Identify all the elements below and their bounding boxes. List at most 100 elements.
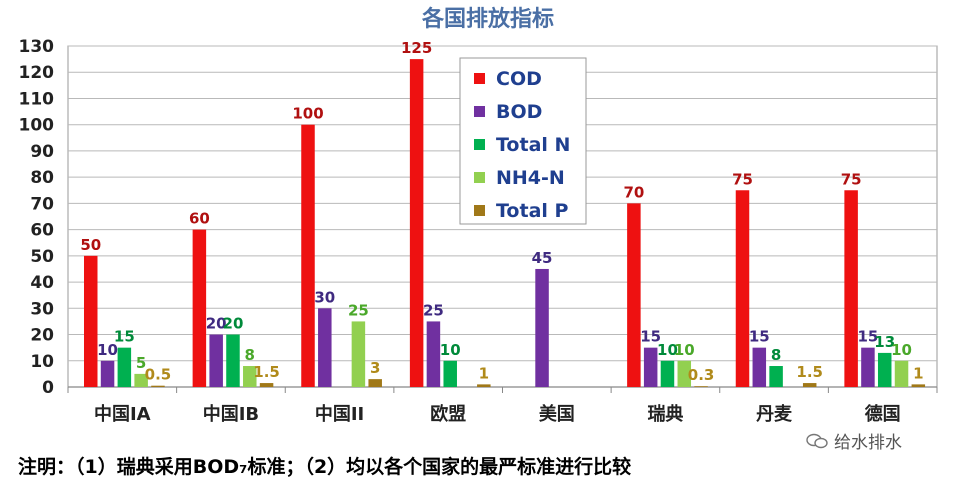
bar-total-p bbox=[477, 384, 491, 387]
bar-total-n bbox=[660, 360, 675, 387]
bar-total-p bbox=[694, 386, 708, 387]
bar-bod bbox=[861, 347, 875, 387]
data-label: 0.5 bbox=[145, 366, 172, 384]
data-label: 8 bbox=[771, 346, 781, 364]
bar-total-n bbox=[226, 334, 240, 387]
bar-total-p bbox=[151, 385, 165, 387]
data-label: 10 bbox=[657, 341, 678, 359]
data-label: 13 bbox=[874, 333, 895, 351]
bar-cod bbox=[735, 190, 750, 387]
bar-bod bbox=[643, 347, 658, 387]
legend-swatch bbox=[474, 106, 485, 117]
watermark-text: 给水排水 bbox=[834, 433, 902, 453]
x-tick-label: 中国IA bbox=[94, 403, 151, 425]
y-tick-label: 20 bbox=[30, 326, 54, 346]
bar-bod bbox=[426, 321, 441, 387]
bar-total-n bbox=[443, 360, 457, 387]
data-label: 15 bbox=[749, 328, 770, 346]
y-tick-label: 50 bbox=[30, 247, 54, 267]
data-label: 60 bbox=[189, 210, 210, 228]
bar-bod bbox=[535, 268, 549, 387]
y-tick-label: 120 bbox=[19, 63, 55, 83]
legend-swatch bbox=[474, 172, 485, 183]
bar-total-n bbox=[117, 347, 132, 387]
bar-total-n bbox=[877, 352, 892, 387]
bar-cod bbox=[627, 203, 641, 387]
data-label: 1 bbox=[479, 364, 489, 382]
data-label: 0.3 bbox=[688, 366, 715, 384]
bar-nh4-n bbox=[894, 360, 909, 387]
data-label: 1.5 bbox=[796, 363, 823, 381]
watermark: 给水排水 bbox=[806, 428, 902, 453]
y-tick-label: 110 bbox=[19, 89, 55, 109]
bar-cod bbox=[409, 59, 424, 387]
legend-label: Total P bbox=[496, 200, 569, 222]
bar-bod bbox=[752, 347, 767, 387]
legend-label: COD bbox=[496, 68, 542, 90]
y-tick-label: 60 bbox=[30, 221, 54, 241]
data-label: 25 bbox=[423, 301, 444, 319]
x-tick-label: 中国IB bbox=[203, 403, 259, 425]
y-tick-label: 30 bbox=[30, 299, 54, 319]
data-label: 15 bbox=[640, 328, 661, 346]
data-label: 30 bbox=[314, 288, 335, 306]
bar-cod bbox=[84, 255, 98, 387]
x-tick-label: 美国 bbox=[539, 403, 575, 425]
data-label: 10 bbox=[674, 341, 695, 359]
legend bbox=[459, 57, 587, 225]
data-label: 125 bbox=[401, 39, 432, 57]
data-label: 100 bbox=[292, 105, 323, 123]
x-tick-label: 丹麦 bbox=[756, 403, 793, 425]
y-tick-label: 100 bbox=[19, 116, 55, 136]
y-tick-label: 0 bbox=[42, 378, 54, 398]
bar-nh4-n bbox=[677, 360, 692, 387]
bar-total-p bbox=[259, 383, 274, 387]
bar-nh4-n bbox=[351, 321, 366, 387]
data-label: 20 bbox=[206, 315, 227, 333]
bar-nh4-n bbox=[243, 366, 257, 387]
legend-label: Total N bbox=[496, 134, 570, 156]
y-tick-label: 40 bbox=[30, 273, 54, 293]
legend-swatch bbox=[474, 205, 485, 216]
footnote: 注明：（1）瑞典采用BOD₇标准；（2）均以各个国家的最严标准进行比较 bbox=[18, 456, 632, 478]
legend-label: BOD bbox=[496, 101, 542, 123]
data-label: 70 bbox=[623, 183, 644, 201]
bar-total-p bbox=[368, 379, 382, 387]
legend-swatch bbox=[474, 139, 485, 150]
chart-title: 各国排放指标 bbox=[421, 6, 554, 32]
bar-cod bbox=[844, 190, 858, 387]
data-label: 75 bbox=[841, 170, 862, 188]
legend-label: NH4-N bbox=[496, 167, 565, 189]
legend-swatch bbox=[474, 73, 485, 84]
data-label: 20 bbox=[223, 315, 244, 333]
bar-cod bbox=[192, 229, 207, 387]
data-label: 3 bbox=[370, 359, 380, 377]
bar-total-p bbox=[911, 384, 926, 387]
data-label: 1 bbox=[913, 364, 923, 382]
y-tick-label: 80 bbox=[30, 168, 54, 188]
bar-total-p bbox=[802, 383, 817, 387]
data-label: 10 bbox=[440, 341, 461, 359]
y-tick-label: 10 bbox=[30, 352, 54, 372]
data-label: 10 bbox=[97, 341, 118, 359]
x-tick-label: 瑞典 bbox=[647, 403, 683, 425]
bar-bod bbox=[209, 334, 223, 387]
data-label: 50 bbox=[80, 236, 101, 254]
data-label: 45 bbox=[532, 249, 553, 267]
wechat-icon bbox=[806, 433, 828, 448]
x-tick-label: 德国 bbox=[865, 403, 901, 425]
bar-cod bbox=[301, 124, 315, 387]
bar-nh4-n bbox=[134, 373, 148, 387]
data-label: 15 bbox=[857, 328, 878, 346]
bar-total-n bbox=[769, 366, 783, 387]
bar-bod bbox=[318, 308, 332, 387]
x-tick-label: 中国II bbox=[315, 403, 364, 425]
y-tick-label: 130 bbox=[19, 37, 55, 57]
bar-bod bbox=[100, 360, 115, 387]
y-tick-label: 90 bbox=[30, 142, 54, 162]
data-label: 1.5 bbox=[253, 363, 280, 381]
data-label: 5 bbox=[136, 354, 146, 372]
data-label: 75 bbox=[732, 170, 753, 188]
y-tick-label: 70 bbox=[30, 194, 54, 214]
